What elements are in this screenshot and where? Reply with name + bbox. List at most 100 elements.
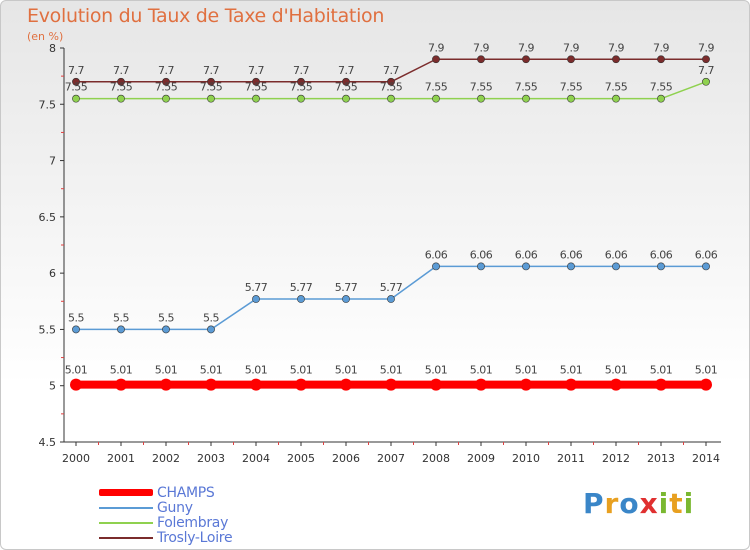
- data-point-folembray: [522, 94, 530, 103]
- data-label-trosly-loire: 7.9: [428, 41, 444, 54]
- logo-letter: x: [639, 487, 659, 520]
- data-label-guny: 5.77: [290, 281, 313, 294]
- data-label-champs: 5.01: [695, 364, 718, 377]
- data-point-guny: [477, 262, 485, 271]
- data-label-guny: 6.06: [425, 248, 448, 261]
- proxiti-logo: Proxiti: [583, 487, 694, 520]
- x-tick-label: 2000: [62, 452, 90, 465]
- data-point-champs: [205, 378, 217, 391]
- x-tick-label: 2003: [197, 452, 225, 465]
- data-point-folembray: [387, 94, 395, 103]
- legend-item-folembray[interactable]: Folembray: [99, 515, 228, 531]
- data-label-champs: 5.01: [200, 364, 223, 377]
- data-label-guny: 5.5: [113, 311, 129, 324]
- data-point-champs: [295, 378, 307, 391]
- data-point-champs: [430, 378, 442, 391]
- data-point-folembray: [702, 77, 710, 86]
- data-label-trosly-loire: 7.7: [338, 64, 354, 77]
- x-tick-label: 2004: [242, 452, 270, 465]
- data-label-trosly-loire: 7.9: [473, 41, 489, 54]
- logo-letter: r: [604, 487, 620, 520]
- logo-letter: P: [583, 487, 605, 520]
- data-label-folembray: 7.55: [65, 81, 88, 94]
- data-point-champs: [160, 378, 172, 391]
- data-label-guny: 5.77: [335, 281, 358, 294]
- data-label-folembray: 7.55: [425, 81, 448, 94]
- data-point-folembray: [252, 94, 260, 103]
- data-point-folembray: [72, 94, 80, 103]
- legend-swatch-champs: [99, 489, 153, 496]
- data-point-folembray: [342, 94, 350, 103]
- data-label-trosly-loire: 7.7: [203, 64, 219, 77]
- data-label-guny: 6.06: [695, 248, 718, 261]
- data-label-folembray: 7.55: [155, 81, 178, 94]
- legend-item-trosly-loire[interactable]: Trosly-Loire: [99, 530, 233, 546]
- x-tick-label: 2002: [152, 452, 180, 465]
- chart-unit: (en %): [27, 30, 64, 43]
- data-label-folembray: 7.55: [110, 81, 133, 94]
- data-label-champs: 5.01: [110, 364, 133, 377]
- data-label-champs: 5.01: [245, 364, 268, 377]
- data-label-champs: 5.01: [155, 364, 178, 377]
- legend-item-champs[interactable]: CHAMPS: [99, 484, 215, 501]
- data-point-trosly-loire: [207, 77, 215, 86]
- data-point-guny: [702, 262, 710, 271]
- data-point-guny: [252, 295, 260, 303]
- data-point-trosly-loire: [612, 55, 620, 64]
- data-point-champs: [520, 378, 532, 391]
- data-label-champs: 5.01: [650, 364, 673, 377]
- data-label-folembray: 7.55: [200, 81, 223, 94]
- chart-title: Evolution du Taux de Taxe d'Habitation: [27, 5, 385, 27]
- data-label-champs: 5.01: [425, 364, 448, 377]
- data-point-trosly-loire: [387, 77, 395, 86]
- data-label-trosly-loire: 7.7: [248, 64, 264, 77]
- x-tick-label: 2014: [692, 452, 720, 465]
- legend-label-champs: CHAMPS: [157, 484, 215, 501]
- y-tick-label: 6.5: [39, 211, 57, 224]
- data-label-folembray: 7.55: [515, 81, 538, 94]
- x-tick-label: 2012: [602, 452, 630, 465]
- y-tick-label: 5: [49, 380, 56, 393]
- data-point-trosly-loire: [567, 55, 575, 64]
- data-point-folembray: [297, 94, 305, 103]
- data-label-guny: 5.77: [380, 281, 403, 294]
- data-label-champs: 5.01: [335, 364, 358, 377]
- data-label-champs: 5.01: [605, 364, 628, 377]
- x-tick-label: 2007: [377, 452, 405, 465]
- data-label-guny: 6.06: [605, 248, 628, 261]
- data-point-guny: [612, 262, 620, 271]
- data-point-folembray: [567, 94, 575, 103]
- data-point-trosly-loire: [252, 77, 260, 86]
- logo-letter: i: [658, 487, 670, 520]
- data-point-trosly-loire: [162, 77, 170, 86]
- data-point-guny: [162, 325, 170, 334]
- data-label-folembray: 7.7: [698, 64, 714, 77]
- data-point-trosly-loire: [297, 77, 305, 86]
- data-point-folembray: [657, 94, 665, 103]
- x-tick-label: 2013: [647, 452, 675, 465]
- data-label-trosly-loire: 7.7: [113, 64, 129, 77]
- data-label-guny: 6.06: [470, 248, 493, 261]
- data-label-guny: 5.5: [203, 311, 219, 324]
- data-point-champs: [250, 378, 262, 391]
- legend-item-guny[interactable]: Guny: [99, 500, 193, 516]
- y-tick-label: 7: [49, 155, 56, 168]
- x-tick-label: 2009: [467, 452, 495, 465]
- data-label-folembray: 7.55: [245, 81, 268, 94]
- data-label-champs: 5.01: [380, 364, 403, 377]
- data-label-guny: 6.06: [515, 248, 538, 261]
- logo-letter: t: [669, 487, 684, 520]
- data-point-folembray: [162, 94, 170, 103]
- data-label-guny: 5.77: [245, 281, 268, 294]
- data-point-guny: [522, 262, 530, 271]
- data-point-guny: [207, 325, 215, 334]
- data-point-champs: [385, 378, 397, 391]
- y-tick-label: 7.5: [39, 98, 57, 111]
- data-point-guny: [117, 325, 125, 334]
- data-label-folembray: 7.55: [560, 81, 583, 94]
- y-tick-label: 8: [49, 42, 56, 55]
- x-tick-label: 2011: [557, 452, 585, 465]
- data-point-trosly-loire: [477, 55, 485, 64]
- data-point-champs: [475, 378, 487, 391]
